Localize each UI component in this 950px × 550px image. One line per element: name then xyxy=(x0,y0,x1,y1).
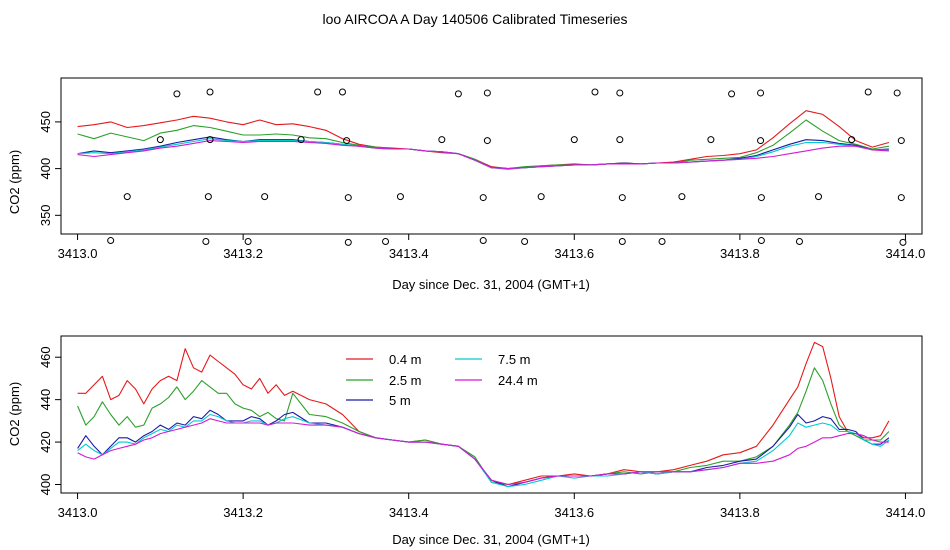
top-marker-point xyxy=(757,237,765,245)
bottom-y-axis-label: CO2 (ppm) xyxy=(7,382,22,446)
bottom-x-axis-label: Day since Dec. 31, 2004 (GMT+1) xyxy=(392,532,590,547)
bot-series-line-0 xyxy=(77,341,890,486)
top-marker-point xyxy=(343,137,351,145)
bottom-y-axis: 400 420 440 460 xyxy=(38,346,61,495)
top-x-axis: 3413.0 3413.2 3413.4 3413.6 3413.8 3414.0 xyxy=(58,234,926,261)
top-series-group xyxy=(77,110,890,171)
top-marker-point xyxy=(244,237,252,245)
top-x-tick-label: 3413.0 xyxy=(58,246,98,261)
top-marker-point xyxy=(297,136,305,144)
top-y-tick-label: 400 xyxy=(38,158,53,180)
top-x-axis-label: Day since Dec. 31, 2004 (GMT+1) xyxy=(392,277,590,292)
legend: 0.4 m 2.5 m 5 m 7.5 m 24.4 m xyxy=(346,352,538,408)
top-series-line-3 xyxy=(77,138,889,171)
top-marker-point xyxy=(479,194,487,202)
bot-y-tick-label: 440 xyxy=(38,389,53,411)
top-marker-point xyxy=(173,90,181,98)
top-marker-point xyxy=(678,193,686,201)
top-plot-frame xyxy=(60,77,923,235)
top-y-tick-label: 350 xyxy=(38,204,53,226)
top-x-tick-label: 3413.8 xyxy=(720,246,760,261)
bot-series-line-2 xyxy=(77,409,890,488)
bottom-plot-frame xyxy=(60,335,923,494)
legend-label: 2.5 m xyxy=(389,373,422,388)
top-marker-point xyxy=(107,237,115,245)
top-marker-point xyxy=(483,89,491,97)
top-marker-point xyxy=(396,193,404,201)
top-marker-point xyxy=(616,136,624,144)
top-marker-point xyxy=(757,194,765,202)
top-marker-point xyxy=(757,137,765,145)
top-marker-point xyxy=(123,193,131,201)
top-marker-point xyxy=(261,193,269,201)
bot-x-tick-label: 3413.0 xyxy=(58,505,98,520)
bot-y-tick-label: 420 xyxy=(38,431,53,453)
bottom-x-axis: 3413.0 3413.2 3413.4 3413.6 3413.8 3414.0 xyxy=(58,493,926,520)
top-y-tick-label: 450 xyxy=(38,111,53,133)
top-marker-point xyxy=(344,194,352,202)
top-y-axis: 350 400 450 xyxy=(38,111,61,226)
top-marker-point xyxy=(757,89,765,97)
bot-x-tick-label: 3413.4 xyxy=(389,505,429,520)
top-panel: 350 400 450 3413.0 3413.2 3413.4 3413.6 3413.8… xyxy=(7,77,926,292)
top-x-tick-label: 3414.0 xyxy=(886,246,926,261)
legend-label: 5 m xyxy=(389,393,411,408)
top-marker-point xyxy=(204,193,212,201)
top-marker-point xyxy=(479,237,487,245)
top-marker-point xyxy=(848,136,856,144)
top-y-axis-label: CO2 (ppm) xyxy=(7,150,22,214)
top-x-tick-label: 3413.4 xyxy=(389,246,429,261)
top-marker-point xyxy=(202,237,210,245)
legend-label: 7.5 m xyxy=(498,352,531,367)
top-marker-point xyxy=(616,89,624,97)
top-marker-point xyxy=(314,88,322,96)
top-marker-point xyxy=(537,193,545,201)
bot-y-tick-label: 460 xyxy=(38,346,53,368)
top-marker-point xyxy=(438,136,446,144)
top-marker-point xyxy=(206,88,214,96)
top-marker-point xyxy=(483,137,491,145)
top-series-line-4 xyxy=(77,140,889,170)
bot-series-line-1 xyxy=(77,367,890,486)
bot-y-tick-label: 400 xyxy=(38,474,53,496)
top-x-tick-label: 3413.6 xyxy=(554,246,594,261)
top-marker-point xyxy=(897,194,905,202)
top-marker-point xyxy=(618,237,626,245)
top-marker-point xyxy=(893,89,901,97)
top-marker-point xyxy=(344,238,352,246)
bot-x-tick-label: 3413.2 xyxy=(223,505,263,520)
top-marker-group xyxy=(107,88,907,246)
bot-x-tick-label: 3413.6 xyxy=(554,505,594,520)
top-marker-point xyxy=(521,237,529,245)
top-series-line-1 xyxy=(77,119,889,170)
top-marker-point xyxy=(570,136,578,144)
top-marker-point xyxy=(618,194,626,202)
top-series-line-0 xyxy=(77,110,890,170)
top-marker-point xyxy=(382,237,390,245)
top-marker-point xyxy=(864,88,872,96)
bot-x-tick-label: 3413.8 xyxy=(720,505,760,520)
top-marker-point xyxy=(156,136,164,144)
chart-title: loo AIRCOA A Day 140506 Calibrated Times… xyxy=(322,11,627,27)
top-marker-point xyxy=(897,137,905,145)
bot-x-tick-label: 3414.0 xyxy=(886,505,926,520)
top-marker-point xyxy=(658,237,666,245)
bot-series-line-4 xyxy=(77,418,889,486)
top-marker-point xyxy=(591,88,599,96)
bottom-series-group xyxy=(77,341,890,488)
top-marker-point xyxy=(728,90,736,98)
top-marker-point xyxy=(795,237,803,245)
top-x-tick-label: 3413.2 xyxy=(223,246,263,261)
top-marker-point xyxy=(338,88,346,96)
top-marker-point xyxy=(815,193,823,201)
top-marker-point xyxy=(899,238,907,246)
top-marker-point xyxy=(454,90,462,98)
legend-label: 24.4 m xyxy=(498,373,538,388)
top-marker-point xyxy=(206,136,214,144)
legend-label: 0.4 m xyxy=(389,352,422,367)
top-marker-point xyxy=(707,136,715,144)
